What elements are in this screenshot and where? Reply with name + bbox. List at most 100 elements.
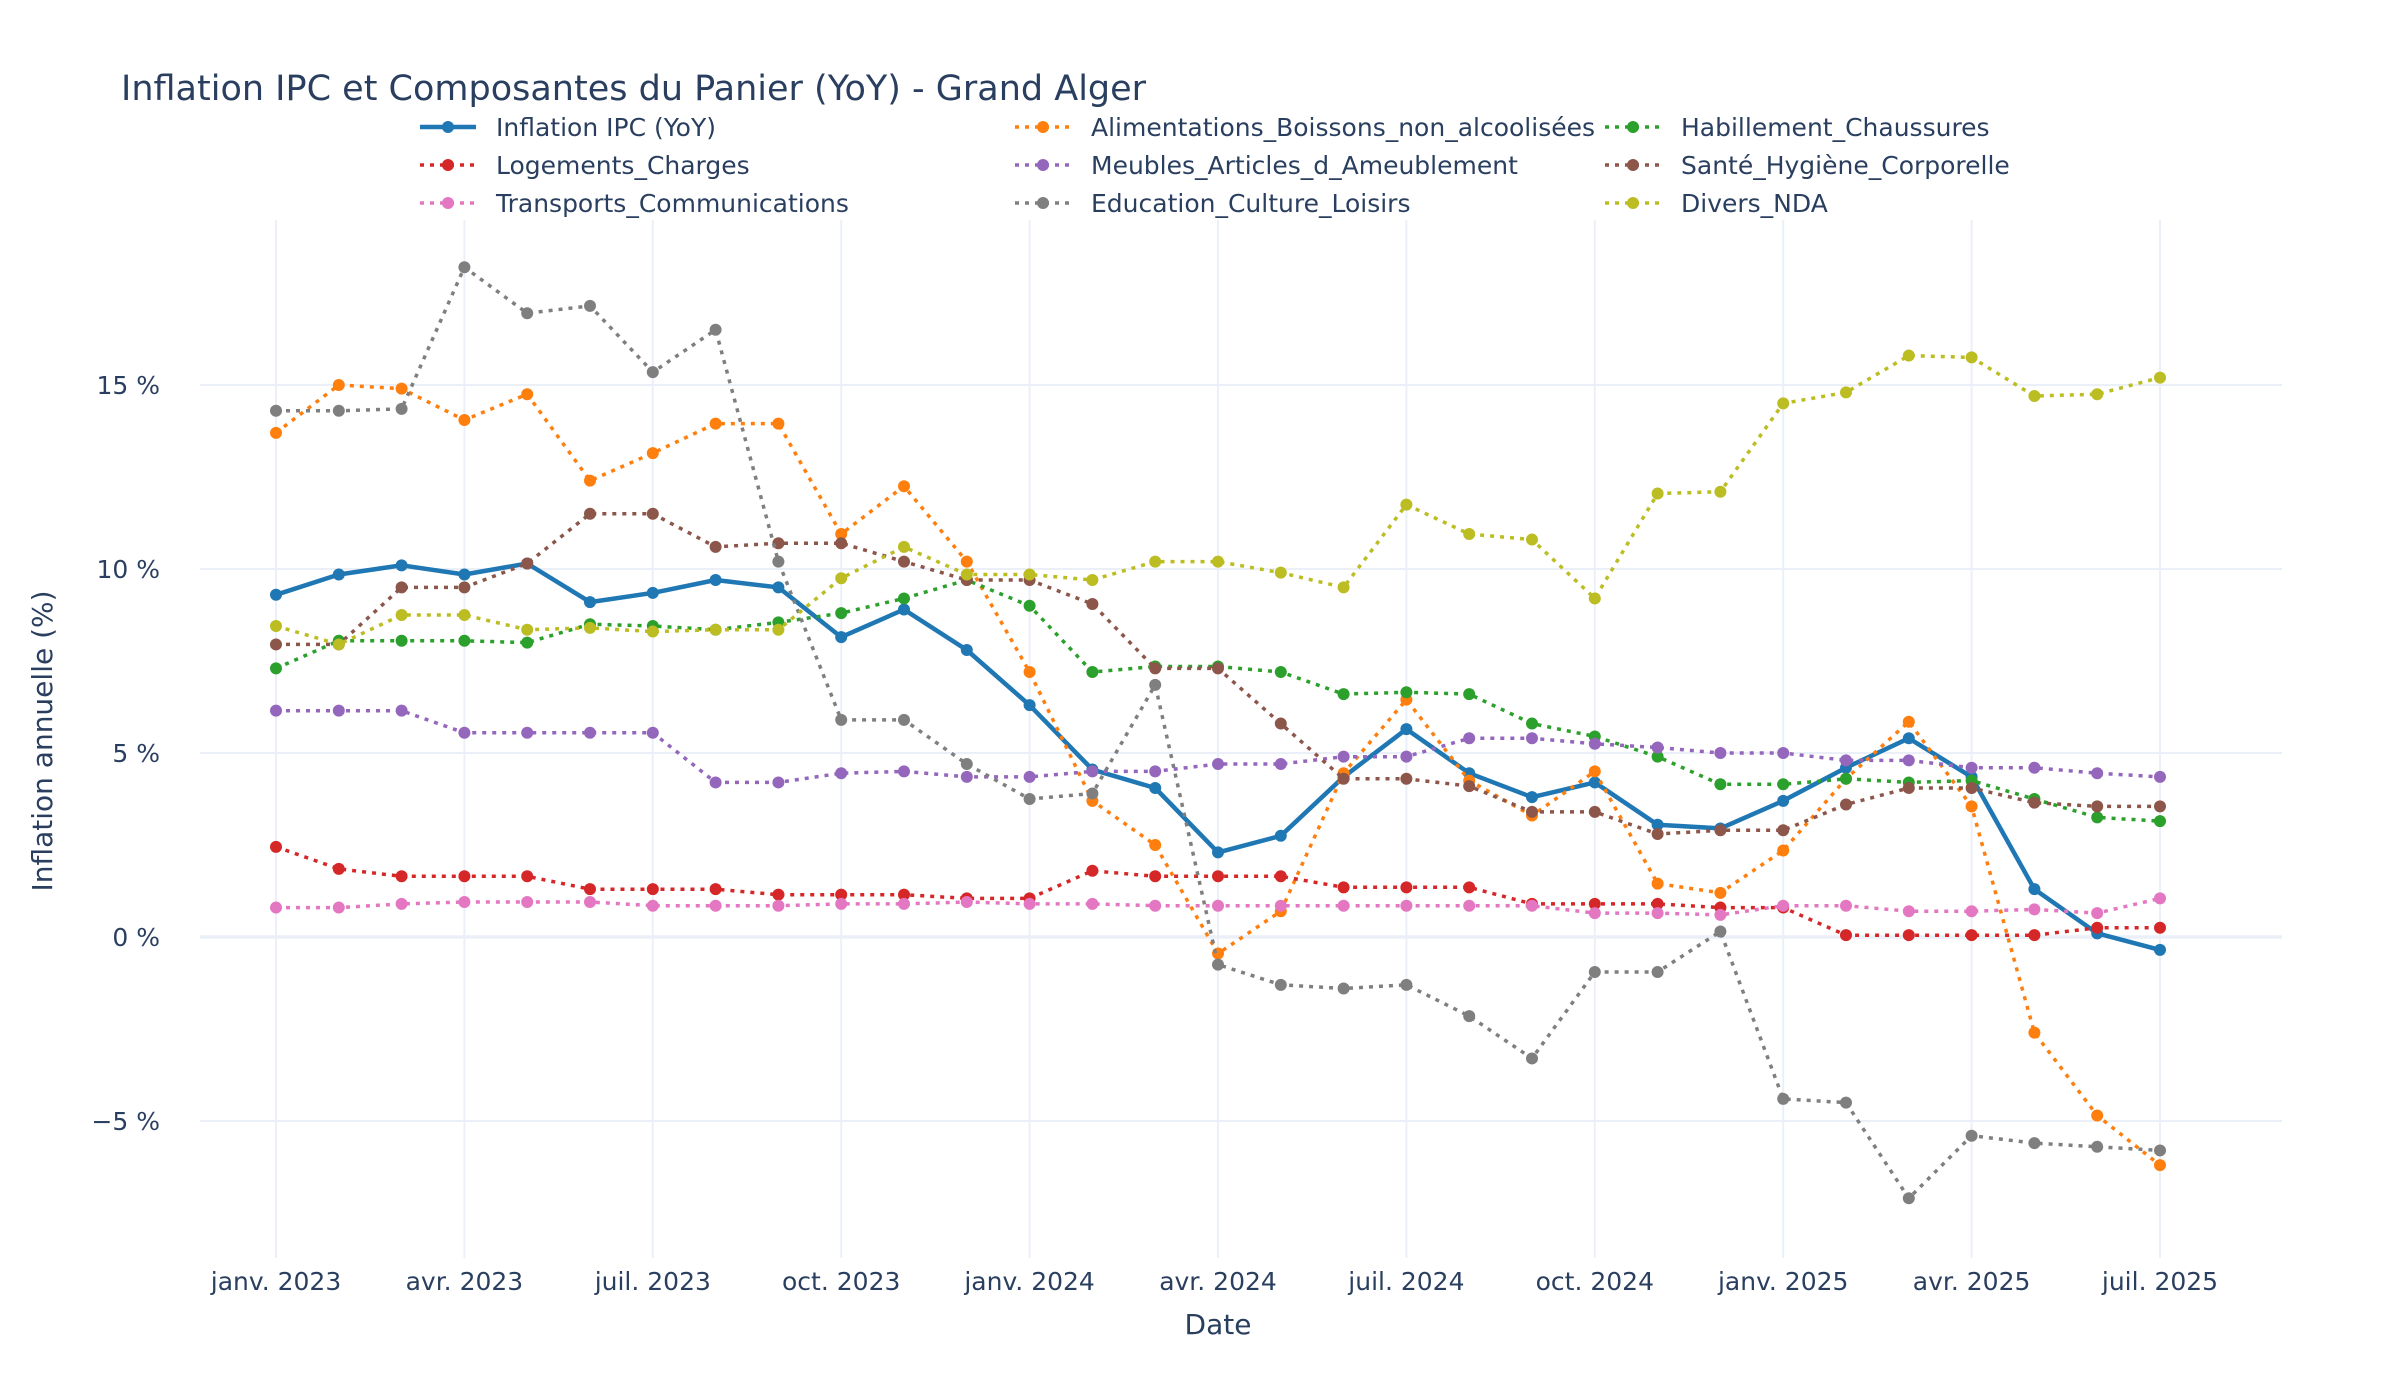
legend-item[interactable]: Inflation IPC (YoY) bbox=[420, 113, 716, 142]
data-point bbox=[332, 638, 345, 651]
data-point bbox=[1714, 778, 1727, 791]
data-point bbox=[1337, 750, 1350, 763]
data-point bbox=[1651, 897, 1664, 910]
data-point bbox=[1777, 1092, 1790, 1105]
data-point bbox=[2028, 1026, 2041, 1039]
data-point bbox=[270, 901, 282, 914]
data-point bbox=[1588, 897, 1601, 910]
legend-item[interactable]: Logements_Charges bbox=[420, 151, 750, 180]
data-point bbox=[1086, 864, 1099, 877]
x-tick-label: juil. 2024 bbox=[1347, 1267, 1464, 1296]
data-point bbox=[1714, 747, 1727, 759]
data-point bbox=[2154, 815, 2166, 828]
data-point bbox=[1400, 686, 1413, 699]
data-point bbox=[1651, 487, 1664, 500]
data-point bbox=[1588, 907, 1601, 920]
data-point bbox=[332, 704, 345, 717]
data-point bbox=[1777, 824, 1790, 837]
grid bbox=[200, 220, 2282, 1258]
legend[interactable]: Inflation IPC (YoY) Alimentations_Boisson… bbox=[420, 113, 2010, 218]
data-point bbox=[772, 555, 785, 568]
data-point bbox=[1400, 978, 1413, 991]
data-point bbox=[521, 623, 534, 636]
data-point bbox=[332, 901, 345, 914]
data-point bbox=[1023, 666, 1036, 679]
data-point bbox=[270, 638, 282, 651]
data-point bbox=[1149, 765, 1162, 778]
legend-item[interactable]: Santé_Hygiène_Corporelle bbox=[1605, 151, 2010, 180]
data-point bbox=[1526, 732, 1538, 745]
data-point bbox=[1400, 881, 1413, 894]
legend-swatch-marker bbox=[1627, 121, 1639, 133]
data-point bbox=[960, 896, 973, 909]
data-point bbox=[1463, 732, 1476, 745]
legend-label: Habillement_Chaussures bbox=[1681, 113, 1990, 142]
data-point bbox=[1212, 899, 1224, 912]
data-point bbox=[1840, 754, 1852, 767]
data-point bbox=[395, 870, 408, 883]
data-point bbox=[332, 404, 345, 417]
data-point bbox=[2091, 921, 2104, 934]
legend-item[interactable]: Education_Culture_Loisirs bbox=[1015, 189, 1410, 218]
data-point bbox=[584, 883, 596, 896]
data-point bbox=[2028, 1137, 2041, 1150]
legend-item[interactable]: Alimentations_Boissons_non_alcoolisées bbox=[1015, 113, 1595, 142]
data-point bbox=[1714, 925, 1727, 938]
data-point bbox=[709, 883, 722, 896]
data-point bbox=[1463, 881, 1476, 894]
legend-item[interactable]: Transports_Communications bbox=[420, 189, 849, 218]
data-point bbox=[646, 883, 659, 896]
data-point bbox=[772, 623, 785, 636]
data-point bbox=[646, 366, 659, 379]
data-point bbox=[1526, 1052, 1538, 1065]
legend-label: Santé_Hygiène_Corporelle bbox=[1681, 151, 2010, 180]
data-point bbox=[458, 581, 471, 594]
data-point bbox=[1588, 805, 1601, 818]
data-point bbox=[960, 568, 973, 581]
y-tick-label: 5 % bbox=[112, 739, 160, 768]
legend-swatch-marker bbox=[442, 121, 454, 133]
data-point bbox=[1651, 827, 1664, 840]
x-tick-label: janv. 2025 bbox=[1717, 1267, 1848, 1296]
data-point bbox=[1023, 599, 1036, 612]
data-point bbox=[1149, 870, 1162, 883]
data-point bbox=[835, 888, 848, 901]
data-point bbox=[332, 568, 345, 581]
data-point bbox=[1149, 662, 1162, 675]
x-tick-label: juil. 2025 bbox=[2101, 1267, 2218, 1296]
data-point bbox=[1588, 737, 1601, 750]
data-point bbox=[270, 426, 282, 439]
data-point bbox=[1965, 351, 1978, 364]
data-point bbox=[270, 704, 282, 717]
data-point bbox=[898, 555, 910, 568]
data-point bbox=[1777, 899, 1790, 912]
legend-item[interactable]: Habillement_Chaussures bbox=[1605, 113, 1990, 142]
data-point bbox=[1463, 780, 1476, 793]
data-point bbox=[1714, 886, 1727, 899]
data-point bbox=[395, 402, 408, 415]
data-point bbox=[1463, 1010, 1476, 1023]
data-point bbox=[835, 631, 848, 644]
data-point bbox=[1337, 982, 1350, 995]
data-point bbox=[1337, 881, 1350, 894]
axis-ticks: janv. 2023 avr. 2023 juil. 2023 oct. 2023 ja… bbox=[91, 371, 2218, 1296]
legend-swatch-marker bbox=[1037, 121, 1049, 133]
data-point bbox=[521, 388, 534, 401]
data-point bbox=[1274, 566, 1287, 579]
data-point bbox=[1086, 787, 1099, 800]
data-point bbox=[2028, 903, 2041, 916]
data-point bbox=[709, 417, 722, 430]
data-point bbox=[1588, 765, 1601, 778]
data-point bbox=[1274, 829, 1287, 842]
x-tick-label: janv. 2023 bbox=[210, 1267, 341, 1296]
data-point bbox=[458, 896, 471, 909]
chart-title: Inflation IPC et Composantes du Panier (… bbox=[121, 69, 1147, 109]
series-6 bbox=[270, 507, 2166, 840]
data-point bbox=[1651, 965, 1664, 978]
legend-item[interactable]: Divers_NDA bbox=[1605, 189, 1828, 218]
data-point bbox=[1212, 662, 1224, 675]
data-point bbox=[1588, 592, 1601, 605]
legend-item[interactable]: Meubles_Articles_d_Ameublement bbox=[1015, 151, 1518, 180]
data-point bbox=[521, 557, 534, 570]
data-point bbox=[584, 596, 596, 609]
